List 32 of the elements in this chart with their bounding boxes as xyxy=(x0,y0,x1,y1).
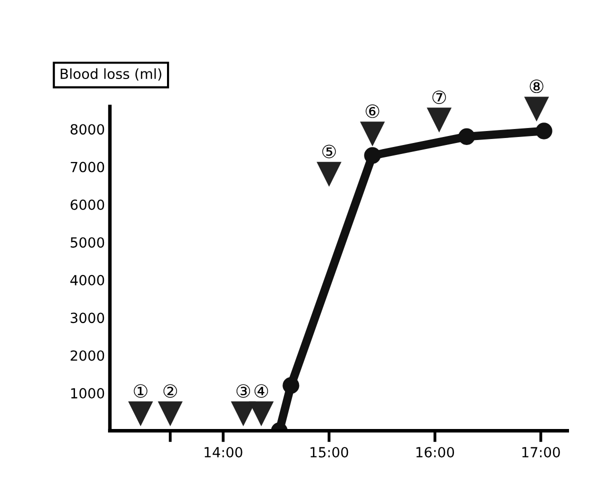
point xyxy=(158,401,183,426)
data-label: ④ xyxy=(254,384,268,398)
point xyxy=(524,96,549,122)
y-tick-label: 2000 xyxy=(70,350,104,361)
x-tick-label: 15:00 xyxy=(310,446,348,458)
point xyxy=(282,377,300,394)
y-tick-label: 1000 xyxy=(71,388,104,399)
point xyxy=(426,108,452,132)
y-tick-label: 4000 xyxy=(70,274,104,286)
y-tick-label: 6000 xyxy=(70,199,104,210)
point xyxy=(364,147,381,164)
data-label: ⑥ xyxy=(366,104,380,118)
point xyxy=(536,122,552,140)
point xyxy=(458,128,476,145)
y-tick-label: 7000 xyxy=(70,162,104,172)
x-tick-label: 16:00 xyxy=(416,446,454,458)
y-tick-label: 8000 xyxy=(70,124,104,135)
data-label: ① xyxy=(134,384,148,398)
x-tick-label: 14:00 xyxy=(204,446,242,458)
data-label: ③ xyxy=(236,384,250,398)
y-axis-title: Blood loss (ml) xyxy=(60,68,162,81)
point xyxy=(360,122,385,146)
point xyxy=(128,401,154,426)
data-label: ② xyxy=(163,384,177,398)
data-label: ⑦ xyxy=(432,90,446,104)
data-label: ⑤ xyxy=(322,144,336,158)
y-tick-label: 3000 xyxy=(70,312,104,324)
x-tick-label: 17:00 xyxy=(522,446,560,458)
data-label: ⑧ xyxy=(530,80,544,94)
y-tick-label: 5000 xyxy=(70,237,104,248)
point xyxy=(316,162,342,187)
point xyxy=(248,401,274,426)
